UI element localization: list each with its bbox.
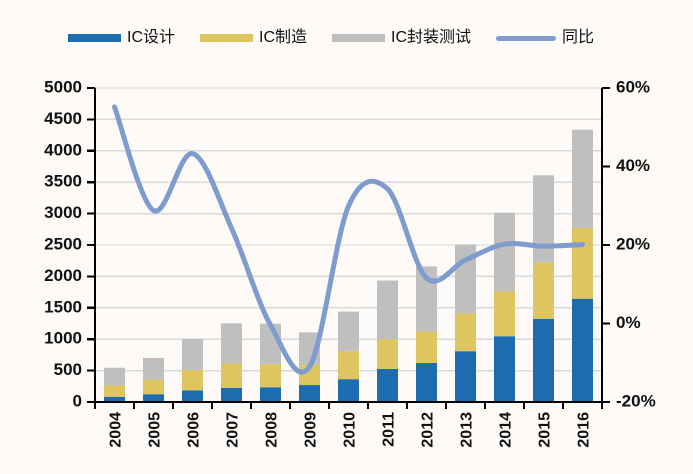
legend-swatch-yoy-line: [496, 35, 557, 41]
legend-label-ic-packaging-testing: IC封装测试: [391, 29, 472, 46]
svg-text:2000: 2000: [44, 266, 82, 285]
svg-text:4000: 4000: [44, 140, 82, 159]
svg-text:2013: 2013: [459, 412, 476, 448]
svg-text:500: 500: [54, 360, 82, 379]
svg-text:0%: 0%: [616, 313, 641, 332]
svg-text:2012: 2012: [420, 412, 437, 448]
svg-text:5000: 5000: [44, 77, 82, 96]
svg-text:2016: 2016: [576, 412, 593, 448]
svg-text:2015: 2015: [537, 412, 554, 448]
svg-text:40%: 40%: [616, 156, 650, 175]
legend-label-ic-manufacturing: IC制造: [259, 29, 308, 46]
legend-item-yoy-growth: 同比: [496, 29, 594, 47]
svg-text:1500: 1500: [44, 297, 82, 316]
svg-text:1000: 1000: [44, 329, 82, 348]
svg-text:4500: 4500: [44, 109, 82, 128]
svg-text:2014: 2014: [498, 412, 515, 448]
svg-text:2010: 2010: [342, 412, 359, 448]
svg-text:2500: 2500: [44, 234, 82, 253]
legend-item-ic-design: IC设计: [68, 29, 175, 47]
svg-text:2008: 2008: [264, 412, 281, 448]
chart-legend: IC设计 IC制造 IC封装测试 同比: [68, 29, 594, 47]
svg-text:3500: 3500: [44, 172, 82, 191]
legend-swatch-ic-packaging-testing: [332, 34, 386, 42]
svg-text:3000: 3000: [44, 203, 82, 222]
svg-text:2009: 2009: [303, 412, 320, 448]
svg-text:20%: 20%: [616, 234, 650, 253]
svg-text:2005: 2005: [147, 412, 164, 448]
legend-swatch-ic-manufacturing: [200, 34, 254, 42]
svg-text:2011: 2011: [381, 412, 398, 447]
legend-swatch-ic-design: [68, 34, 121, 42]
svg-text:60%: 60%: [616, 77, 650, 96]
legend-item-ic-manufacturing: IC制造: [200, 29, 307, 47]
legend-item-ic-packaging-testing: IC封装测试: [332, 29, 471, 47]
legend-label-ic-design: IC设计: [127, 29, 176, 46]
svg-text:2004: 2004: [108, 412, 125, 448]
svg-text:0: 0: [73, 391, 82, 410]
svg-text:-20%: -20%: [616, 391, 656, 410]
legend-label-yoy-growth: 同比: [562, 29, 595, 46]
svg-text:2006: 2006: [186, 412, 203, 448]
svg-text:2007: 2007: [225, 412, 242, 448]
